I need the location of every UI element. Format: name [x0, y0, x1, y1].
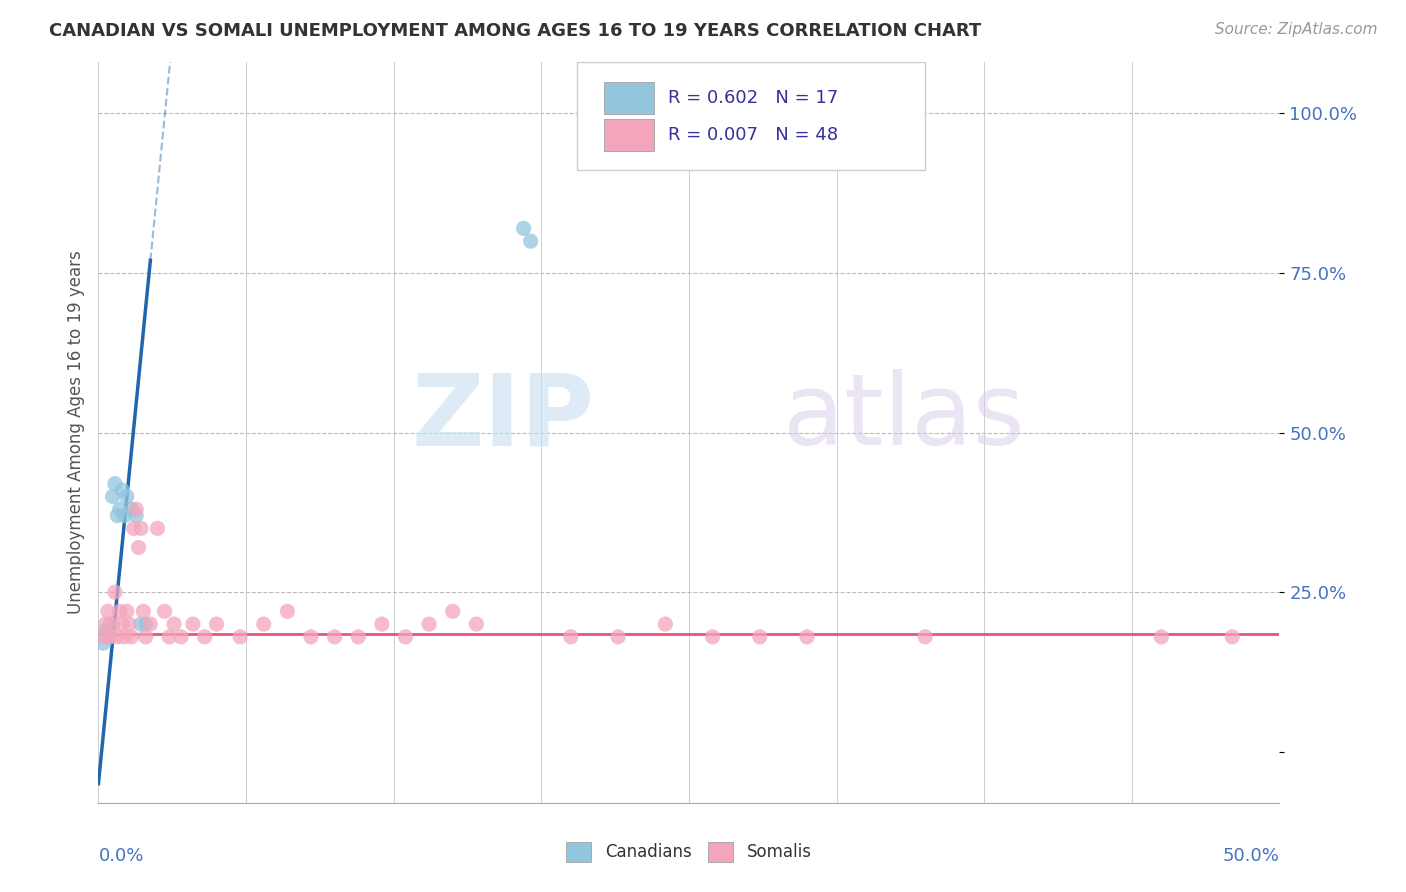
Point: [97, 630, 120, 644]
Point: [607, 630, 630, 644]
Point: [115, 604, 138, 618]
Point: [347, 630, 370, 644]
Point: [101, 617, 124, 632]
Point: [94, 617, 117, 632]
Point: [519, 234, 541, 248]
Point: [654, 617, 676, 632]
Point: [1220, 630, 1243, 644]
Point: [135, 630, 157, 644]
Point: [129, 617, 152, 632]
Point: [299, 630, 322, 644]
Point: [112, 630, 135, 644]
Point: [205, 617, 228, 632]
Point: [914, 630, 936, 644]
Point: [512, 221, 534, 235]
Point: [108, 604, 131, 618]
Point: [229, 630, 252, 644]
Point: [97, 604, 120, 618]
Point: [121, 502, 143, 516]
Point: [748, 630, 770, 644]
Text: ZIP: ZIP: [412, 369, 595, 467]
Legend: Canadians, Somalis: Canadians, Somalis: [560, 835, 818, 869]
Point: [115, 490, 138, 504]
Point: [163, 617, 186, 632]
Point: [194, 630, 217, 644]
FancyBboxPatch shape: [605, 120, 654, 151]
Point: [560, 630, 582, 644]
Point: [118, 617, 141, 632]
Point: [1150, 630, 1173, 644]
Point: [122, 521, 145, 535]
Point: [153, 604, 176, 618]
Point: [125, 508, 148, 523]
Point: [94, 624, 117, 638]
FancyBboxPatch shape: [605, 82, 654, 113]
Point: [111, 483, 134, 497]
Point: [91, 636, 114, 650]
Point: [91, 630, 114, 644]
FancyBboxPatch shape: [576, 62, 925, 169]
Point: [125, 502, 148, 516]
Point: [101, 490, 124, 504]
Point: [181, 617, 204, 632]
Text: 50.0%: 50.0%: [1223, 847, 1279, 865]
Text: R = 0.007   N = 48: R = 0.007 N = 48: [668, 126, 838, 144]
Text: 0.0%: 0.0%: [98, 847, 143, 865]
Point: [121, 630, 143, 644]
Text: Source: ZipAtlas.com: Source: ZipAtlas.com: [1215, 22, 1378, 37]
Point: [129, 521, 152, 535]
Point: [112, 508, 135, 523]
Point: [104, 585, 127, 599]
Point: [132, 604, 155, 618]
Point: [98, 630, 121, 644]
Point: [105, 508, 128, 523]
Text: R = 0.602   N = 17: R = 0.602 N = 17: [668, 89, 838, 107]
Point: [796, 630, 818, 644]
Point: [135, 617, 157, 632]
Point: [323, 630, 346, 644]
Y-axis label: Unemployment Among Ages 16 to 19 years: Unemployment Among Ages 16 to 19 years: [66, 251, 84, 615]
Point: [465, 617, 488, 632]
Text: CANADIAN VS SOMALI UNEMPLOYMENT AMONG AGES 16 TO 19 YEARS CORRELATION CHART: CANADIAN VS SOMALI UNEMPLOYMENT AMONG AG…: [49, 22, 981, 40]
Point: [108, 502, 131, 516]
Point: [253, 617, 276, 632]
Point: [371, 617, 394, 632]
Point: [104, 476, 127, 491]
Point: [128, 541, 150, 555]
Point: [98, 617, 121, 632]
Point: [139, 617, 162, 632]
Point: [111, 617, 134, 632]
Text: atlas: atlas: [783, 369, 1025, 467]
Point: [394, 630, 416, 644]
Point: [146, 521, 169, 535]
Point: [702, 630, 724, 644]
Point: [441, 604, 464, 618]
Point: [170, 630, 193, 644]
Point: [105, 630, 128, 644]
Point: [418, 617, 440, 632]
Point: [157, 630, 180, 644]
Point: [276, 604, 298, 618]
